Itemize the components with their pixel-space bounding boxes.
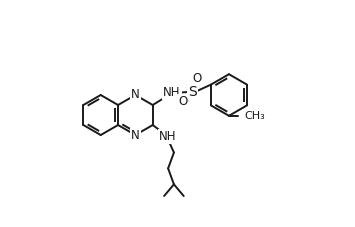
- Text: N: N: [131, 89, 140, 101]
- Text: S: S: [189, 85, 197, 99]
- Text: O: O: [192, 72, 201, 85]
- Text: N: N: [131, 128, 140, 142]
- Text: NH: NH: [163, 86, 181, 99]
- Text: NH: NH: [159, 130, 177, 143]
- Text: O: O: [178, 95, 187, 109]
- Text: CH₃: CH₃: [244, 111, 265, 121]
